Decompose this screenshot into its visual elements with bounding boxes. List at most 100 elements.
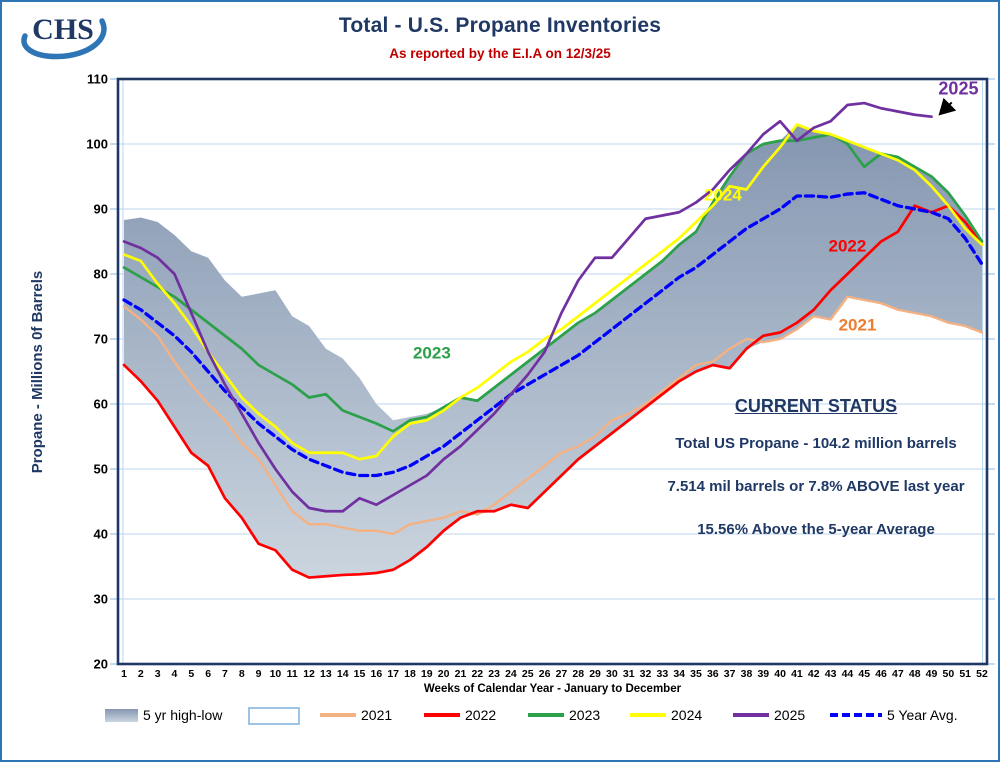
band-5yr-high-low bbox=[124, 124, 982, 578]
legend-item-5yr-high-low: 5 yr high-low bbox=[105, 707, 222, 723]
x-tick-label-7: 7 bbox=[222, 668, 228, 680]
x-tick-label-27: 27 bbox=[556, 668, 568, 680]
x-tick-label-24: 24 bbox=[505, 668, 517, 680]
line-swatch-icon bbox=[733, 713, 769, 717]
y-tick-label-100: 100 bbox=[86, 137, 108, 152]
x-tick-label-41: 41 bbox=[791, 668, 803, 680]
x-tick-label-23: 23 bbox=[488, 668, 500, 680]
legend-item-2022: 2022 bbox=[424, 707, 496, 723]
status-total-line: Total US Propane - 104.2 million barrels bbox=[675, 435, 957, 452]
y-tick-label-60: 60 bbox=[94, 397, 108, 412]
legend-item-2025: 2025 bbox=[733, 707, 805, 723]
legend-label: 2023 bbox=[569, 707, 601, 723]
logo-swoosh-icon bbox=[21, 18, 107, 60]
series-line-2021 bbox=[122, 295, 984, 536]
legend-label: 2025 bbox=[774, 707, 806, 723]
x-tick-label-8: 8 bbox=[239, 668, 245, 680]
annotation-2022: 2022 bbox=[828, 236, 866, 255]
annotation-2023: 2023 bbox=[413, 344, 451, 363]
x-tick-label-10: 10 bbox=[270, 668, 282, 680]
x-tick-label-4: 4 bbox=[172, 668, 178, 680]
x-tick-label-52: 52 bbox=[976, 668, 988, 680]
x-tick-label-44: 44 bbox=[842, 668, 854, 680]
line-swatch-icon bbox=[528, 713, 564, 717]
x-tick-label-37: 37 bbox=[724, 668, 736, 680]
x-tick-label-29: 29 bbox=[589, 668, 601, 680]
series-line-5-year-avg- bbox=[122, 191, 984, 478]
current-status-panel: CURRENT STATUS Total US Propane - 104.2 … bbox=[640, 396, 992, 564]
y-tick-label-110: 110 bbox=[87, 72, 108, 87]
x-tick-label-3: 3 bbox=[155, 668, 161, 680]
y-tick-label-40: 40 bbox=[94, 527, 108, 542]
x-tick-label-22: 22 bbox=[471, 668, 483, 680]
x-tick-label-25: 25 bbox=[522, 668, 534, 680]
y-tick-label-20: 20 bbox=[94, 657, 108, 672]
x-tick-label-34: 34 bbox=[673, 668, 685, 680]
x-tick-label-11: 11 bbox=[287, 668, 298, 680]
line-swatch-icon bbox=[320, 713, 356, 717]
x-tick-label-12: 12 bbox=[303, 668, 315, 680]
annotation-2021: 2021 bbox=[839, 316, 877, 335]
x-tick-label-49: 49 bbox=[926, 668, 938, 680]
x-tick-label-17: 17 bbox=[387, 668, 399, 680]
x-tick-label-14: 14 bbox=[337, 668, 349, 680]
legend-label: 2022 bbox=[465, 707, 497, 723]
band-swatch-icon bbox=[105, 708, 138, 722]
x-tick-label-13: 13 bbox=[320, 668, 332, 680]
x-tick-label-31: 31 bbox=[623, 668, 635, 680]
x-tick-label-30: 30 bbox=[606, 668, 618, 680]
x-axis-title: Weeks of Calendar Year - January to Dece… bbox=[423, 683, 682, 695]
legend-item-5-year-avg: 5 Year Avg. bbox=[830, 707, 958, 723]
annotation-2025: 2025 bbox=[938, 79, 978, 99]
x-tick-label-33: 33 bbox=[657, 668, 669, 680]
y-tick-label-90: 90 bbox=[94, 202, 108, 217]
x-tick-label-18: 18 bbox=[404, 668, 416, 680]
x-tick-label-47: 47 bbox=[892, 668, 904, 680]
x-tick-label-45: 45 bbox=[858, 668, 870, 680]
logo-text: CHS bbox=[32, 13, 94, 46]
y-tick-label-70: 70 bbox=[94, 332, 108, 347]
x-tick-label-36: 36 bbox=[707, 668, 719, 680]
x-tick-label-48: 48 bbox=[909, 668, 921, 680]
x-tick-label-21: 21 bbox=[455, 668, 467, 680]
x-tick-label-50: 50 bbox=[943, 668, 955, 680]
chs-logo-graphic: CHS bbox=[21, 13, 107, 60]
line-swatch-icon bbox=[424, 713, 460, 717]
x-tick-label-5: 5 bbox=[188, 668, 194, 680]
legend-label: 5 yr high-low bbox=[143, 707, 223, 723]
legend-label: 2024 bbox=[671, 707, 703, 723]
x-tick-label-19: 19 bbox=[421, 668, 433, 680]
x-tick-label-1: 1 bbox=[121, 668, 127, 680]
empty-box-swatch-icon bbox=[248, 707, 300, 725]
x-tick-label-28: 28 bbox=[572, 668, 584, 680]
page-subtitle: As reported by the E.I.A on 12/3/25 bbox=[389, 46, 611, 61]
legend-item-2024: 2024 bbox=[630, 707, 702, 723]
page-title: Total - U.S. Propane Inventories bbox=[338, 14, 662, 37]
annotation-arrow-2025 bbox=[938, 97, 957, 116]
legend-item-2023: 2023 bbox=[528, 707, 600, 723]
x-tick-label-16: 16 bbox=[371, 668, 383, 680]
status-vs-average-line: 15.56% Above the 5-year Average bbox=[697, 521, 935, 538]
x-tick-label-43: 43 bbox=[825, 668, 837, 680]
legend-label: 2021 bbox=[361, 707, 393, 723]
series-line-2025 bbox=[122, 101, 933, 513]
x-tick-label-15: 15 bbox=[354, 668, 366, 680]
series-line-2023 bbox=[122, 132, 984, 433]
annotation-2024: 2024 bbox=[704, 186, 742, 205]
legend-item-empty-box bbox=[248, 707, 305, 725]
status-vs-last-year-line: 7.514 mil barrels or 7.8% ABOVE last yea… bbox=[667, 478, 965, 495]
x-tick-label-26: 26 bbox=[539, 668, 551, 680]
legend-item-2021: 2021 bbox=[320, 707, 392, 723]
current-status-heading: CURRENT STATUS bbox=[734, 396, 898, 416]
y-tick-label-80: 80 bbox=[94, 267, 108, 282]
dashed-line-swatch-icon bbox=[830, 712, 882, 718]
x-tick-label-32: 32 bbox=[640, 668, 652, 680]
x-tick-label-2: 2 bbox=[138, 668, 144, 680]
x-tick-label-39: 39 bbox=[757, 668, 769, 680]
x-tick-label-6: 6 bbox=[205, 668, 211, 680]
x-tick-label-38: 38 bbox=[741, 668, 753, 680]
chart-legend: 5 yr high-low 2021 2022 2023 2024 2025 bbox=[2, 707, 998, 739]
x-tick-label-35: 35 bbox=[690, 668, 702, 680]
